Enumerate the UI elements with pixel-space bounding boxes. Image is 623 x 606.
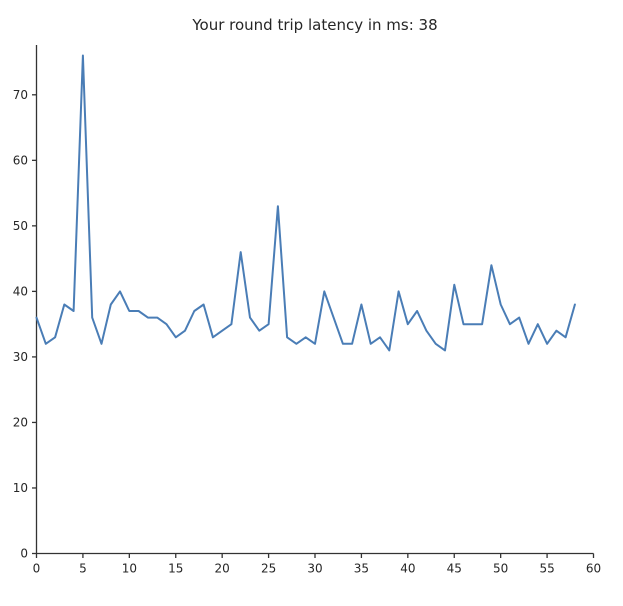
x-tick-label: 60 xyxy=(586,562,601,576)
y-tick-label: 30 xyxy=(13,350,28,364)
x-tick-label: 30 xyxy=(307,562,322,576)
y-tick-label: 40 xyxy=(13,285,28,299)
y-tick-label: 0 xyxy=(20,547,28,561)
x-tick-label: 5 xyxy=(79,562,87,576)
x-tick-label: 35 xyxy=(354,562,369,576)
x-tick-label: 15 xyxy=(168,562,183,576)
y-tick-label: 10 xyxy=(13,481,28,495)
y-tick-label: 20 xyxy=(13,416,28,430)
x-tick-label: 25 xyxy=(261,562,276,576)
x-tick-label: 50 xyxy=(493,562,508,576)
x-tick-label: 45 xyxy=(447,562,462,576)
x-tick-label: 10 xyxy=(122,562,137,576)
x-tick-label: 0 xyxy=(33,562,41,576)
x-tick-label: 40 xyxy=(400,562,415,576)
y-tick-label: 70 xyxy=(13,88,28,102)
chart-title: Your round trip latency in ms: 38 xyxy=(192,16,438,34)
x-tick-label: 20 xyxy=(215,562,230,576)
latency-series-line xyxy=(35,54,576,352)
x-tick-label: 55 xyxy=(539,562,554,576)
y-tick-label: 50 xyxy=(13,219,28,233)
y-tick-label: 60 xyxy=(13,154,28,168)
